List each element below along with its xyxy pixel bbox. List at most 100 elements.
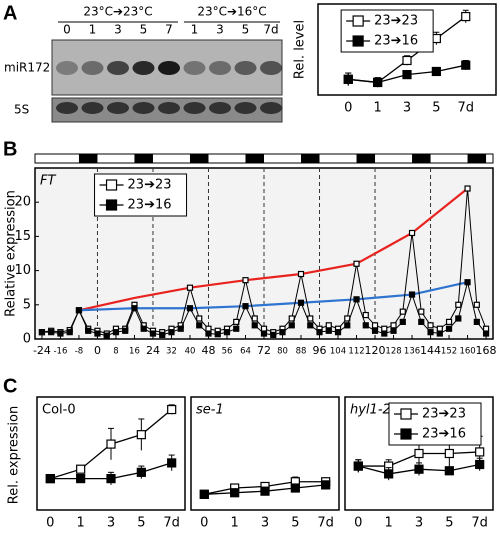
legend-marker <box>105 179 118 191</box>
x-tick-label: -16 <box>53 347 67 357</box>
y-tick-label: 10 <box>14 263 31 278</box>
band <box>81 61 104 75</box>
marker <box>199 489 209 499</box>
marker <box>408 229 416 237</box>
marker <box>223 329 231 336</box>
band <box>209 102 231 114</box>
marker <box>325 322 332 329</box>
band <box>107 102 129 114</box>
marker <box>279 329 286 336</box>
marker <box>233 325 240 332</box>
marker <box>38 329 46 336</box>
x-tick-label: -24 <box>33 344 51 357</box>
marker <box>196 315 203 322</box>
marker <box>196 322 203 329</box>
lane-label: 7d <box>263 23 278 37</box>
marker <box>414 448 424 459</box>
band <box>56 102 78 114</box>
marker <box>316 329 323 336</box>
marker <box>408 291 416 298</box>
band <box>183 102 206 114</box>
marker <box>353 260 360 267</box>
legend-marker <box>400 428 412 440</box>
x-tick-label: 0 <box>354 516 362 531</box>
legend-label: 23➔16 <box>422 427 466 442</box>
x-tick-label: 3 <box>261 516 269 531</box>
x-tick-label: 3 <box>403 101 411 116</box>
x-tick-label: 7d <box>317 516 334 531</box>
marker <box>473 301 480 308</box>
annotation: hyl1-2 <box>350 403 391 418</box>
x-tick-label: 48 <box>201 344 215 357</box>
row-label: miR172 <box>4 61 50 75</box>
x-tick-label: 0 <box>344 101 352 116</box>
legend-label: 23➔16 <box>374 34 418 49</box>
marker <box>390 322 397 329</box>
band <box>209 61 231 75</box>
legend-label: 23➔16 <box>128 198 172 213</box>
legend-marker <box>400 408 412 420</box>
marker <box>57 330 64 337</box>
annotation: Col-0 <box>42 403 76 418</box>
marker <box>390 327 397 334</box>
marker <box>473 318 480 325</box>
band <box>158 102 180 114</box>
x-tick-label: 128 <box>385 347 401 357</box>
marker <box>186 305 194 312</box>
marker <box>214 331 221 338</box>
marker <box>399 318 406 325</box>
marker <box>464 279 471 286</box>
marker <box>136 467 146 477</box>
marker <box>76 474 86 484</box>
marker <box>122 327 129 334</box>
marker <box>260 330 268 337</box>
legend-marker <box>352 15 364 27</box>
x-tick-label: 0 <box>94 344 101 357</box>
x-tick-label: 80 <box>277 347 288 357</box>
x-tick-label: 56 <box>222 347 233 357</box>
x-tick-label: 1 <box>373 101 381 116</box>
marker <box>334 329 342 336</box>
x-tick-label: 32 <box>166 347 177 357</box>
marker <box>427 329 434 336</box>
marker <box>136 430 146 440</box>
marker <box>186 284 194 291</box>
x-tick-label: 168 <box>476 344 497 357</box>
group-label: 23°C➔23°C <box>83 5 152 19</box>
marker <box>353 296 360 303</box>
lane-label: 0 <box>63 23 71 37</box>
x-tick-label: 96 <box>313 344 327 357</box>
lane-label: 3 <box>114 23 122 37</box>
x-tick-label: 152 <box>441 347 457 357</box>
dark-period <box>301 154 320 163</box>
marker <box>373 77 383 88</box>
marker <box>343 74 353 84</box>
panel-letter: A <box>3 2 17 24</box>
x-tick-label: 5 <box>445 516 453 531</box>
marker <box>436 330 443 337</box>
marker <box>140 325 147 332</box>
marker <box>399 308 406 315</box>
band <box>81 102 104 114</box>
x-tick-label: 1 <box>77 516 85 531</box>
marker <box>94 330 101 337</box>
marker <box>85 327 92 334</box>
y-tick-label: 5 <box>23 297 31 312</box>
band <box>56 61 78 75</box>
dark-period <box>78 154 98 163</box>
northern-blot: 23°C➔23°C 23°C➔16°C miR172 5S 0 1 3 5 7 1 3 5 7d <box>4 5 283 123</box>
annotation: se-1 <box>196 403 224 418</box>
y-tick-label: 20 <box>14 195 31 210</box>
marker <box>260 486 270 496</box>
x-tick-label: 120 <box>365 344 386 357</box>
marker <box>251 322 258 329</box>
marker <box>149 330 157 337</box>
x-tick-label: 24 <box>146 344 160 357</box>
lane-label: 5 <box>140 23 148 37</box>
marker <box>106 439 116 449</box>
marker <box>475 459 485 470</box>
marker <box>362 322 369 329</box>
x-tick-label: 88 <box>296 347 307 357</box>
band <box>132 102 155 114</box>
